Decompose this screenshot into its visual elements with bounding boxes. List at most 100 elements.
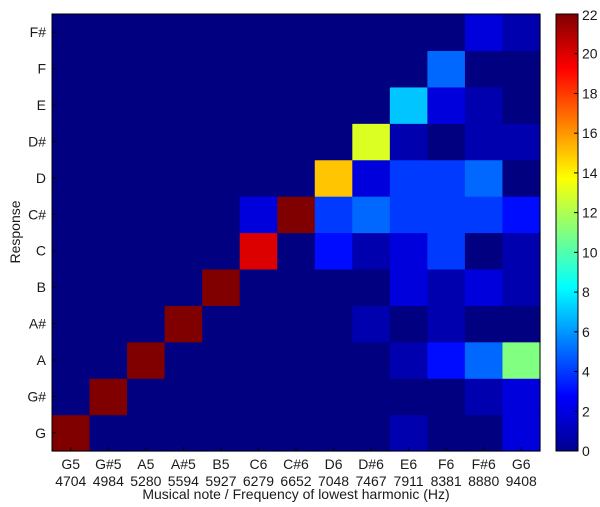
heatmap-cell [314, 341, 353, 379]
heatmap-cell [277, 378, 316, 416]
heatmap-cell [202, 50, 241, 88]
x-tick-note: C#6 [283, 456, 309, 472]
heatmap-cell [389, 159, 428, 197]
heatmap-cell [52, 123, 91, 161]
heatmap-cell [427, 196, 466, 234]
heatmap-cell [502, 378, 541, 416]
heatmap-cell [427, 305, 466, 343]
y-tick-label: B [37, 279, 46, 295]
heatmap-cell [127, 159, 166, 197]
heatmap-cell [127, 232, 166, 270]
x-tick-note: D#6 [358, 456, 384, 472]
heatmap-cell [502, 341, 541, 379]
heatmap-cell [164, 378, 203, 416]
heatmap-cell [127, 196, 166, 234]
heatmap-cell [239, 50, 278, 88]
x-tick-note: F6 [438, 456, 455, 472]
heatmap-cell [89, 196, 128, 234]
heatmap-cell [352, 86, 391, 124]
heatmap-cell [314, 305, 353, 343]
heatmap-cell [427, 268, 466, 306]
colorbar-tick-label: 22 [582, 7, 598, 23]
heatmap-cell [52, 414, 91, 452]
heatmap-cell [314, 123, 353, 161]
heatmap-cell [314, 378, 353, 416]
heatmap-cell [202, 86, 241, 124]
heatmap-cell [89, 414, 128, 452]
heatmap-cell [464, 232, 504, 270]
heatmap-cell [427, 123, 466, 161]
heatmap-cell [352, 123, 391, 161]
heatmap-cell [389, 14, 428, 52]
heatmap-cell [52, 159, 91, 197]
y-tick-label: F# [30, 24, 47, 40]
heatmap-cell [239, 196, 278, 234]
heatmap-cell [89, 123, 128, 161]
x-tick-frequency: 7048 [318, 473, 349, 489]
heatmap-cell [352, 50, 391, 88]
heatmap-cell [464, 14, 504, 52]
x-tick-frequency: 5280 [130, 473, 161, 489]
heatmap-cell [502, 268, 541, 306]
heatmap-cell [352, 232, 391, 270]
heatmap-cell [352, 159, 391, 197]
heatmap-cell [52, 232, 91, 270]
heatmap-cell [127, 50, 166, 88]
heatmap-cell [202, 268, 241, 306]
heatmap-cell [277, 14, 316, 52]
heatmap-cell [277, 341, 316, 379]
heatmap-cell [464, 196, 504, 234]
heatmap-cell [202, 378, 241, 416]
heatmap-cell [314, 268, 353, 306]
heatmap-cell [89, 268, 128, 306]
heatmap-cell [427, 14, 466, 52]
heatmap-cell [464, 50, 504, 88]
heatmap-cell [427, 378, 466, 416]
heatmap-cell [239, 268, 278, 306]
heatmap-cell [502, 159, 541, 197]
heatmap-cell [52, 305, 91, 343]
heatmap-cell [89, 14, 128, 52]
heatmap-cell [277, 232, 316, 270]
heatmap-cell [352, 414, 391, 452]
y-tick-label: F [37, 61, 46, 77]
y-tick-label: A# [29, 316, 46, 332]
heatmap-cell [314, 414, 353, 452]
heatmap-cell [464, 378, 504, 416]
x-tick-note: G5 [61, 456, 80, 472]
heatmap-cell [127, 341, 166, 379]
heatmap-cell [352, 378, 391, 416]
heatmap-cell [52, 14, 91, 52]
heatmap-cell [202, 305, 241, 343]
heatmap-cell [202, 196, 241, 234]
colorbar-tick-label: 18 [582, 85, 598, 101]
y-tick-label: A [37, 352, 47, 368]
colorbar-tick-label: 8 [582, 284, 590, 300]
heatmap-cell [314, 196, 353, 234]
heatmap-cell [352, 305, 391, 343]
heatmap-cell [52, 268, 91, 306]
heatmap-cell [464, 305, 504, 343]
heatmap-cell [502, 414, 541, 452]
colorbar-tick-label: 14 [582, 165, 598, 181]
heatmap-cell [464, 268, 504, 306]
x-tick-frequency: 6279 [243, 473, 274, 489]
heatmap-cell [89, 159, 128, 197]
heatmap-cell [464, 159, 504, 197]
heatmap-cell [389, 414, 428, 452]
heatmap-cell [389, 196, 428, 234]
heatmap-cell [164, 341, 203, 379]
colorbar-tick-label: 10 [582, 244, 598, 260]
heatmap-cell [502, 123, 541, 161]
heatmap-cell [427, 414, 466, 452]
x-tick-note: A#5 [171, 456, 196, 472]
x-tick-frequency: 7911 [394, 473, 424, 489]
colorbar-tick-label: 20 [582, 46, 598, 62]
heatmap-cell [427, 159, 466, 197]
x-axis-title: Musical note / Frequency of lowest harmo… [142, 486, 449, 502]
heatmap-cell [239, 14, 278, 52]
heatmap-cell [52, 50, 91, 88]
heatmap-cell [314, 159, 353, 197]
y-tick-label: D# [28, 133, 46, 149]
